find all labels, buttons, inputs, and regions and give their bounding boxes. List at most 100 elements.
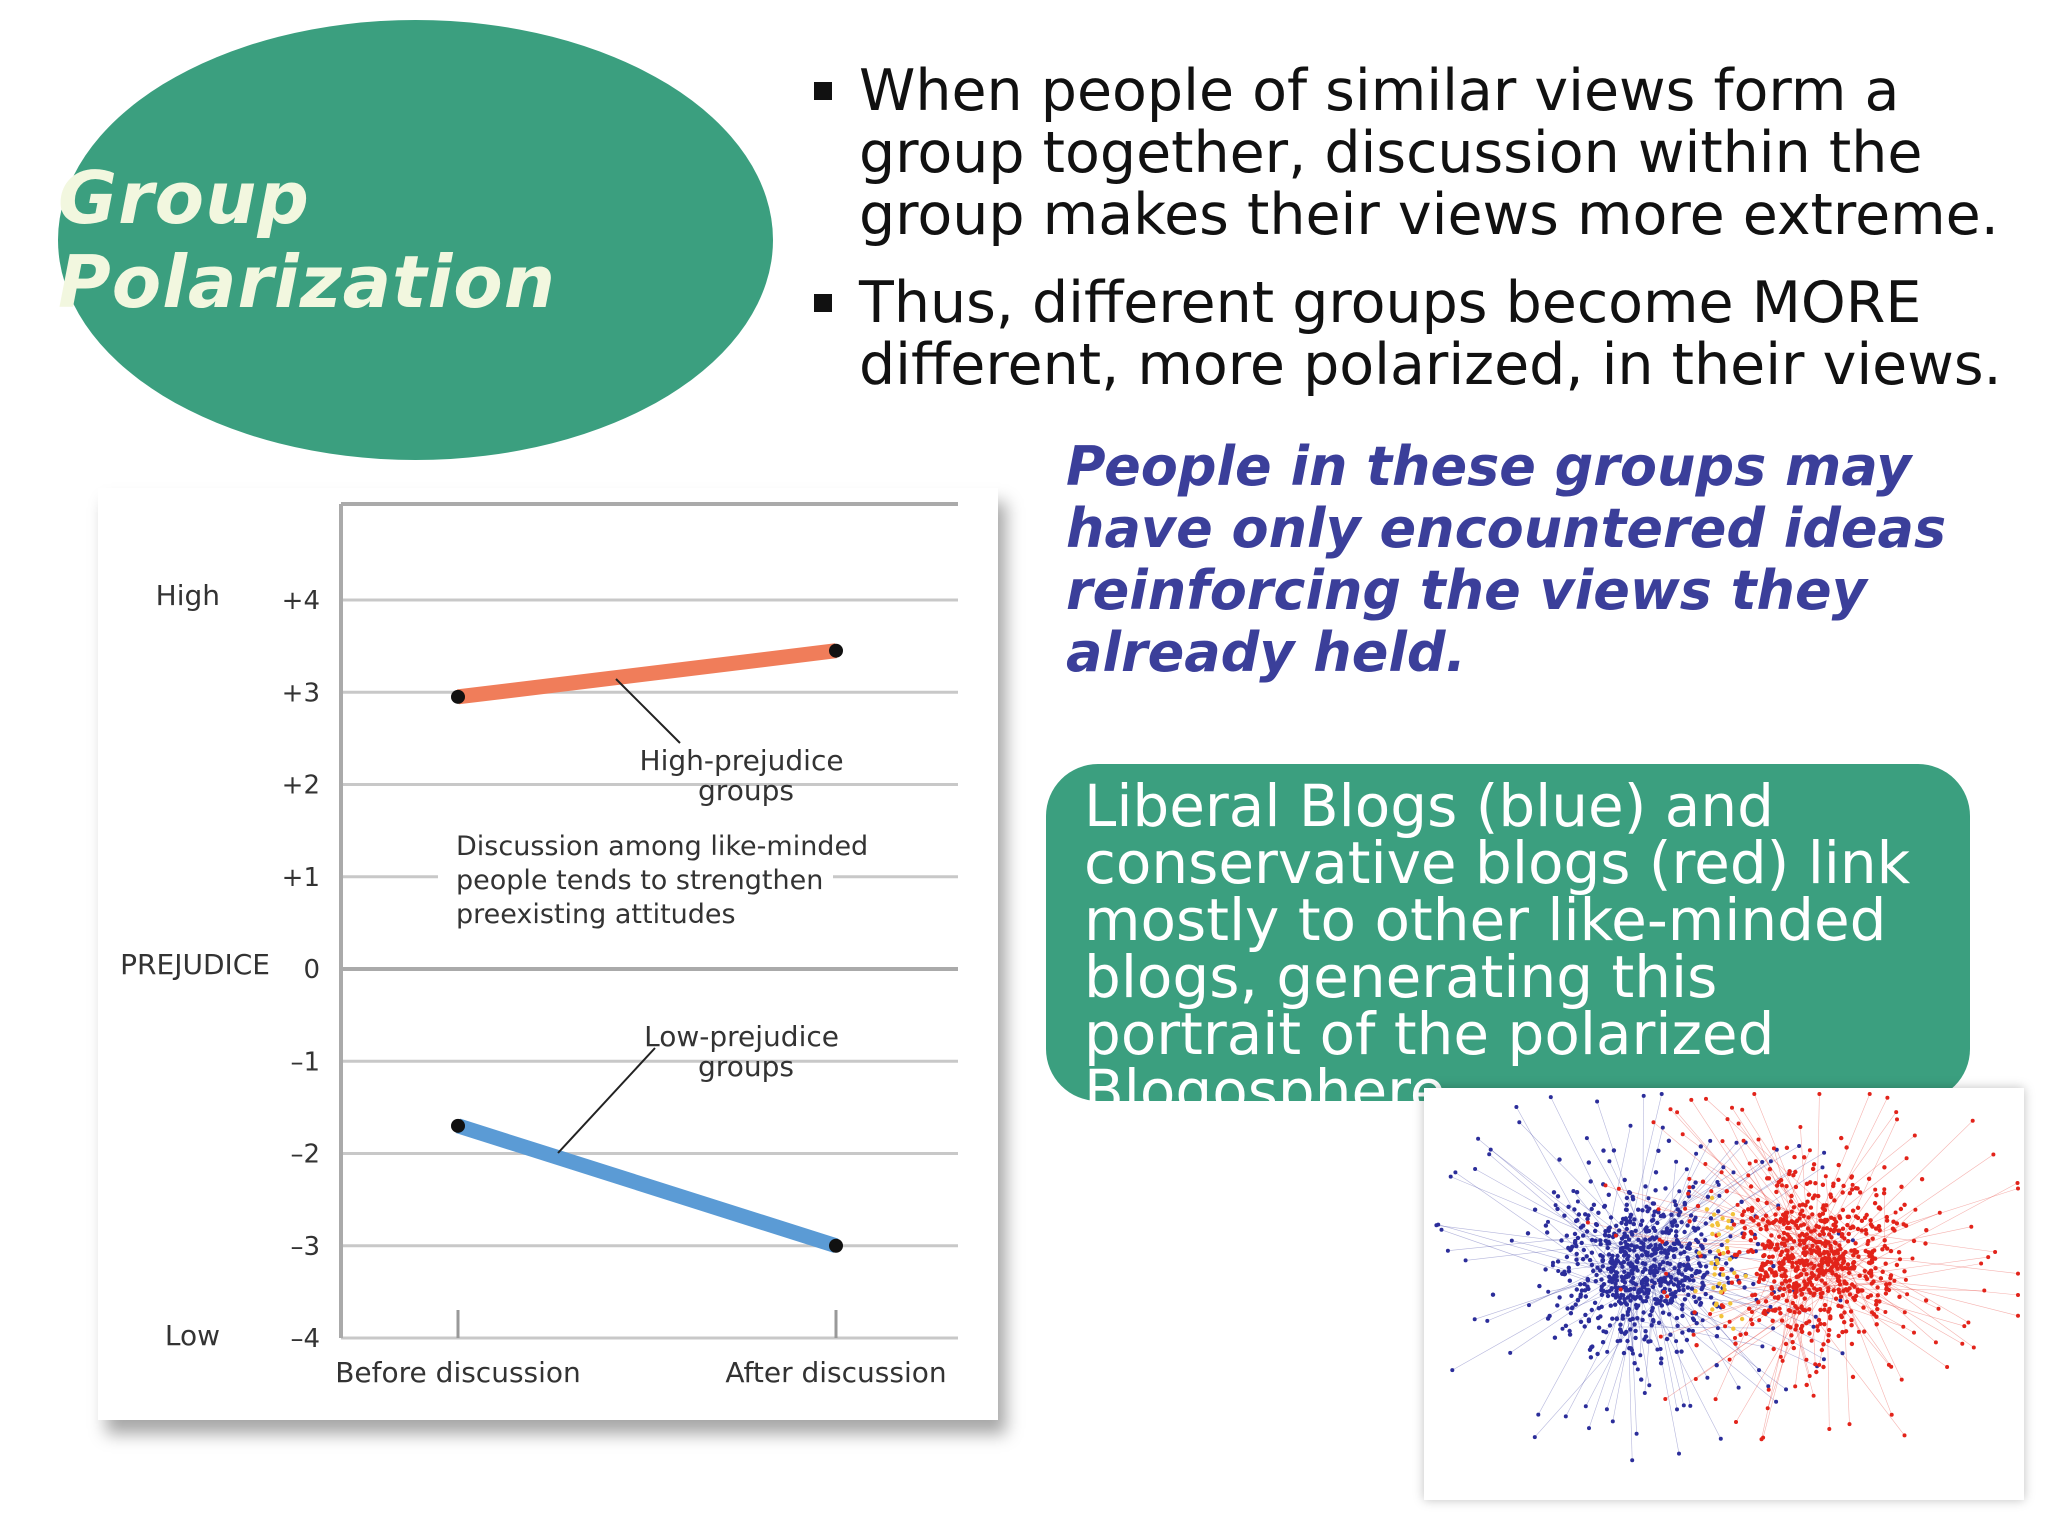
conservative-blog-node bbox=[1675, 1110, 1680, 1115]
conservative-blog-node bbox=[1832, 1240, 1838, 1245]
liberal-blog-node bbox=[1574, 1190, 1580, 1195]
conservative-blog-node bbox=[1905, 1292, 1910, 1297]
liberal-blog-node bbox=[1453, 1170, 1458, 1175]
conservative-blog-node bbox=[1841, 1183, 1846, 1189]
liberal-blog-node bbox=[1566, 1204, 1571, 1209]
liberal-blog-node bbox=[1622, 1269, 1627, 1274]
conservative-blog-node bbox=[1750, 1310, 1754, 1314]
conservative-blog-node bbox=[1789, 1246, 1795, 1251]
conservative-blog-node bbox=[1924, 1228, 1929, 1233]
network-link bbox=[1647, 1195, 1720, 1291]
low-series-callout-line bbox=[557, 1047, 656, 1154]
liberal-blog-node bbox=[1699, 1232, 1704, 1237]
liberal-blog-node bbox=[1473, 1167, 1478, 1171]
bullet-list: When people of similar views form a grou… bbox=[812, 60, 2012, 422]
liberal-blog-node bbox=[1576, 1212, 1582, 1217]
liberal-blog-node bbox=[1598, 1268, 1603, 1273]
liberal-blog-node bbox=[1840, 1351, 1845, 1356]
conservative-blog-node bbox=[1680, 1132, 1685, 1137]
conservative-blog-node bbox=[1853, 1293, 1859, 1299]
network-link bbox=[1477, 1138, 1626, 1263]
conservative-blog-node bbox=[1866, 1270, 1872, 1275]
liberal-blog-node bbox=[1702, 1237, 1708, 1243]
liberal-blog-node bbox=[1658, 1283, 1663, 1288]
annotation-line3: preexisting attitudes bbox=[456, 899, 736, 930]
liberal-blog-node bbox=[1614, 1292, 1619, 1297]
liberal-blog-node bbox=[1685, 1257, 1691, 1262]
liberal-blog-node bbox=[1633, 1282, 1639, 1287]
liberal-blog-node bbox=[1568, 1311, 1574, 1316]
conservative-blog-node bbox=[1813, 1239, 1819, 1244]
liberal-blog-node bbox=[1614, 1223, 1619, 1228]
conservative-blog-node bbox=[1804, 1357, 1809, 1362]
liberal-blog-node bbox=[1575, 1298, 1581, 1303]
liberal-blog-node bbox=[1553, 1203, 1558, 1208]
liberal-blog-node bbox=[1596, 1210, 1601, 1215]
conservative-blog-node bbox=[1687, 1219, 1692, 1224]
conservative-blog-node bbox=[1839, 1304, 1844, 1309]
liberal-blog-node bbox=[1618, 1261, 1624, 1266]
conservative-blog-node bbox=[1746, 1173, 1751, 1178]
conservative-blog-node bbox=[1845, 1214, 1850, 1219]
liberal-blog-node bbox=[1571, 1189, 1576, 1193]
network-link bbox=[1755, 1161, 1806, 1226]
conservative-blog-node bbox=[1816, 1193, 1821, 1199]
conservative-blog-node bbox=[1846, 1231, 1851, 1237]
data-point bbox=[829, 643, 843, 658]
liberal-blog-node bbox=[1651, 1268, 1656, 1273]
liberal-blog-node bbox=[1668, 1246, 1674, 1252]
network-link bbox=[1781, 1185, 1815, 1233]
liberal-blog-node bbox=[1677, 1451, 1681, 1456]
liberal-blog-node bbox=[1639, 1279, 1645, 1284]
liberal-blog-node bbox=[1583, 1404, 1588, 1409]
liberal-blog-node bbox=[1676, 1212, 1681, 1218]
conservative-blog-node bbox=[1910, 1256, 1915, 1261]
conservative-blog-node bbox=[1798, 1125, 1803, 1129]
liberal-blog-node bbox=[1719, 1242, 1724, 1248]
conservative-blog-node bbox=[1847, 1422, 1852, 1427]
conservative-blog-node bbox=[1795, 1267, 1800, 1272]
conservative-blog-node bbox=[1818, 1252, 1823, 1257]
liberal-blog-node bbox=[1563, 1414, 1568, 1419]
bridge-blog-node bbox=[1712, 1272, 1717, 1277]
liberal-blog-node bbox=[1578, 1225, 1584, 1230]
network-link bbox=[1883, 1189, 1886, 1247]
conservative-blog-node bbox=[1819, 1278, 1824, 1283]
conservative-blog-node bbox=[1798, 1211, 1803, 1217]
liberal-blog-node bbox=[1694, 1237, 1699, 1243]
liberal-blog-node bbox=[1629, 1348, 1634, 1353]
conservative-blog-node bbox=[1795, 1306, 1800, 1311]
liberal-blog-node bbox=[1527, 1303, 1531, 1308]
conservative-blog-node bbox=[1896, 1250, 1902, 1255]
conservative-blog-node bbox=[1821, 1342, 1826, 1347]
conservative-blog-node bbox=[1777, 1234, 1782, 1239]
liberal-blog-node bbox=[1671, 1282, 1677, 1287]
network-link bbox=[1722, 1140, 1808, 1251]
liberal-blog-node bbox=[1625, 1338, 1630, 1344]
conservative-blog-node bbox=[1768, 1244, 1774, 1250]
liberal-blog-node bbox=[1624, 1226, 1629, 1232]
liberal-blog-node bbox=[1563, 1323, 1569, 1328]
liberal-blog-node bbox=[1681, 1287, 1686, 1293]
liberal-blog-node bbox=[1598, 1242, 1603, 1247]
conservative-blog-node bbox=[1861, 1305, 1866, 1310]
liberal-blog-node bbox=[1546, 1219, 1550, 1224]
conservative-blog-node bbox=[1864, 1231, 1869, 1236]
conservative-blog-node bbox=[1903, 1223, 1909, 1228]
liberal-blog-node bbox=[1573, 1302, 1578, 1307]
conservative-blog-node bbox=[1871, 1279, 1876, 1284]
conservative-blog-node bbox=[1771, 1219, 1777, 1225]
liberal-blog-node bbox=[1610, 1419, 1615, 1424]
blogosphere-network-image bbox=[1424, 1088, 2024, 1500]
liberal-blog-node bbox=[1574, 1251, 1579, 1257]
conservative-blog-node bbox=[1663, 1397, 1668, 1401]
conservative-blog-node bbox=[1902, 1202, 1907, 1207]
conservative-blog-node bbox=[1827, 1306, 1832, 1312]
liberal-blog-node bbox=[1696, 1269, 1701, 1275]
liberal-blog-node bbox=[1633, 1328, 1638, 1334]
conservative-blog-node bbox=[1809, 1271, 1814, 1276]
conservative-blog-node bbox=[1970, 1118, 1975, 1123]
liberal-blog-node bbox=[1632, 1322, 1637, 1327]
conservative-blog-node bbox=[1782, 1286, 1787, 1292]
conservative-blog-node bbox=[1781, 1230, 1787, 1236]
